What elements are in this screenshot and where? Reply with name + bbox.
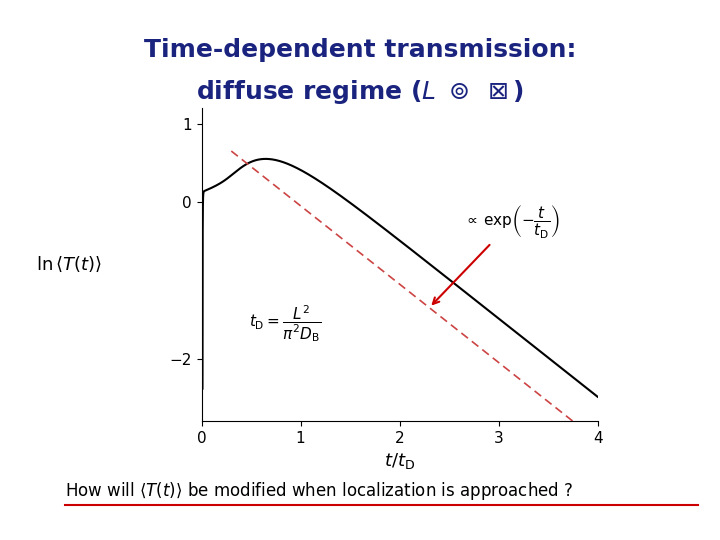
Text: diffuse regime ($L\ \circledcirc\ \boxtimes$): diffuse regime ($L\ \circledcirc\ \boxti…: [196, 78, 524, 106]
Text: Time-dependent transmission:: Time-dependent transmission:: [144, 38, 576, 62]
Text: How will $\langle T(t)\rangle$ be modified when localization is approached ?: How will $\langle T(t)\rangle$ be modifi…: [65, 480, 573, 502]
Text: $\propto\,\exp\!\left(-\dfrac{t}{t_{\mathrm{D}}}\right)$: $\propto\,\exp\!\left(-\dfrac{t}{t_{\mat…: [433, 203, 560, 304]
X-axis label: $t/t_{\mathrm{D}}$: $t/t_{\mathrm{D}}$: [384, 451, 415, 471]
Text: $t_{\mathrm{D}} = \dfrac{L^2}{\pi^2 D_{\mathrm{B}}}$: $t_{\mathrm{D}} = \dfrac{L^2}{\pi^2 D_{\…: [249, 303, 321, 344]
Text: $\ln\langle T(t)\rangle$: $\ln\langle T(t)\rangle$: [36, 255, 102, 274]
